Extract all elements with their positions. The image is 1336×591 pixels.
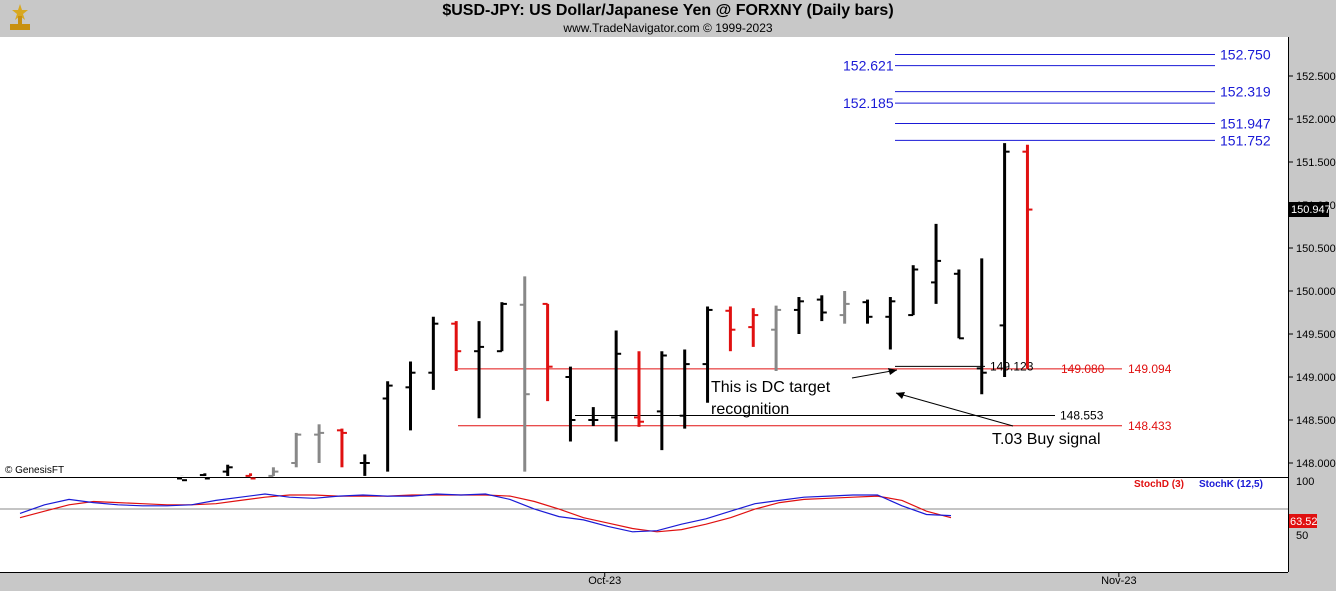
ohlc-bar[interactable] <box>291 432 302 468</box>
last-price-label: 150.947 <box>1291 204 1331 216</box>
price-tick-label: 152.000 <box>1296 114 1336 126</box>
stoch-tick-label: 100 <box>1296 476 1314 488</box>
legend-stochk: StochK (12,5) <box>1199 479 1263 490</box>
blue-level-label: 151.752 <box>1220 132 1271 148</box>
ohlc-bar[interactable] <box>862 299 873 324</box>
black-level-label: 149.123 <box>990 359 1034 373</box>
ohlc-bar[interactable] <box>245 473 256 480</box>
ohlc-bar[interactable] <box>496 302 507 353</box>
ohlc-bar[interactable] <box>451 321 462 371</box>
price-tick-label: 151.500 <box>1296 157 1336 169</box>
dc-target-arrow <box>851 368 898 379</box>
chart-subtitle: www.TradeNavigator.com © 1999-2023 <box>563 21 773 35</box>
price-tick-label: 149.500 <box>1296 329 1336 341</box>
red-level-label: 148.433 <box>1128 419 1172 433</box>
ohlc-bar[interactable] <box>816 295 827 322</box>
ohlc-bar[interactable] <box>1022 144 1033 369</box>
price-tick-label: 149.000 <box>1296 372 1336 384</box>
ohlc-bar[interactable] <box>222 464 233 476</box>
blue-level-label: 152.185 <box>843 95 894 111</box>
legend-stochd: StochD (3) <box>1134 479 1184 490</box>
red-level-label: 149.094 <box>1128 362 1172 376</box>
watermark: © GenesisFT <box>5 465 64 476</box>
time-tick-label: Nov-23 <box>1101 575 1136 587</box>
ohlc-bar[interactable] <box>359 454 370 476</box>
ohlc-bar[interactable] <box>931 223 942 304</box>
ohlc-bar[interactable] <box>565 366 576 442</box>
ohlc-bar[interactable] <box>177 475 187 482</box>
ohlc-bar[interactable] <box>588 407 599 427</box>
ohlc-bar[interactable] <box>382 381 393 472</box>
ohlc-bar[interactable] <box>268 467 279 477</box>
annotation-buy-signal: T.03 Buy signal <box>992 431 1101 448</box>
ohlc-bar[interactable] <box>474 321 485 419</box>
ohlc-bar[interactable] <box>702 306 713 403</box>
price-tick-label: 148.000 <box>1296 458 1336 470</box>
chart-header: $USD-JPY: US Dollar/Japanese Yen @ FORXN… <box>0 0 1336 37</box>
tradenavigator-logo-icon <box>10 4 30 30</box>
blue-level-label: 152.621 <box>843 58 894 74</box>
stoch-tick-label: 50 <box>1296 530 1308 542</box>
annotation-dc-target-line2: recognition <box>711 401 789 418</box>
ohlc-bar[interactable] <box>519 276 530 472</box>
chart-title: $USD-JPY: US Dollar/Japanese Yen @ FORXN… <box>442 2 894 19</box>
last-price-tag <box>1289 202 1329 217</box>
ohlc-bar[interactable] <box>976 258 987 395</box>
blue-level-label: 151.947 <box>1220 116 1271 132</box>
ohlc-bar[interactable] <box>953 269 964 340</box>
price-tick-label: 150.000 <box>1296 286 1336 298</box>
stochk-line <box>19 493 952 533</box>
buy-signal-arrow <box>895 392 1014 427</box>
stoch-last-label: 63.52 <box>1290 516 1318 528</box>
ohlc-bar[interactable] <box>199 473 210 480</box>
time-tick-label: Oct-23 <box>588 575 621 587</box>
ohlc-bar[interactable] <box>725 306 736 352</box>
ohlc-bar[interactable] <box>314 424 325 463</box>
ohlc-bar[interactable] <box>611 330 622 442</box>
ohlc-bar[interactable] <box>748 308 759 347</box>
annotation-dc-target-line1: This is DC target <box>711 379 831 396</box>
blue-level-label: 152.319 <box>1220 84 1271 100</box>
ohlc-bar[interactable] <box>839 291 850 324</box>
ohlc-bar[interactable] <box>771 305 782 371</box>
ohlc-bar[interactable] <box>885 297 896 350</box>
stochd-line <box>19 494 952 533</box>
ohlc-bar[interactable] <box>428 316 439 390</box>
price-tick-label: 150.500 <box>1296 243 1336 255</box>
ohlc-bar[interactable] <box>999 143 1010 377</box>
ohlc-bar[interactable] <box>793 297 804 334</box>
red-level-label-extra: 149.080 <box>1061 362 1105 376</box>
price-tick-label: 152.500 <box>1296 71 1336 83</box>
ohlc-bar[interactable] <box>542 302 553 402</box>
ohlc-bar[interactable] <box>405 361 416 431</box>
stoch-last-tag <box>1289 514 1317 528</box>
blue-level-label: 152.750 <box>1220 47 1271 63</box>
ohlc-bar[interactable] <box>679 349 690 429</box>
ohlc-bar[interactable] <box>634 351 644 427</box>
price-tick-label: 148.500 <box>1296 415 1336 427</box>
ohlc-bar[interactable] <box>908 265 919 317</box>
ohlc-bar[interactable] <box>656 351 667 451</box>
price-pane[interactable] <box>0 37 1288 477</box>
black-level-label: 148.553 <box>1060 408 1104 422</box>
stoch-pane[interactable] <box>0 478 1288 572</box>
ohlc-bar[interactable] <box>336 428 347 468</box>
